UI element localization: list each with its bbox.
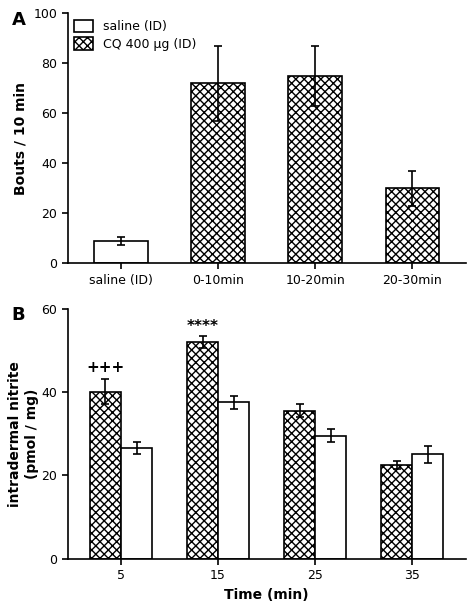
Text: B: B (12, 306, 26, 324)
Y-axis label: Bouts / 10 min: Bouts / 10 min (14, 82, 28, 195)
Bar (315, 436, 346, 559)
Bar (94, 241, 148, 264)
Bar (90, 392, 121, 559)
Bar (381, 465, 412, 559)
Legend: saline (ID), CQ 400 μg (ID): saline (ID), CQ 400 μg (ID) (74, 20, 196, 51)
Bar (284, 411, 315, 559)
Text: ****: **** (187, 318, 219, 334)
Bar (187, 342, 218, 559)
Bar (191, 84, 245, 264)
Text: A: A (12, 11, 26, 29)
Bar (218, 403, 249, 559)
X-axis label: Time (min): Time (min) (224, 587, 309, 601)
Bar (121, 448, 152, 559)
Bar (289, 76, 342, 264)
Bar (385, 188, 439, 264)
Bar (412, 454, 443, 559)
Text: +++: +++ (86, 361, 125, 375)
Y-axis label: intradermal nitrite
(pmol / mg): intradermal nitrite (pmol / mg) (9, 361, 38, 506)
